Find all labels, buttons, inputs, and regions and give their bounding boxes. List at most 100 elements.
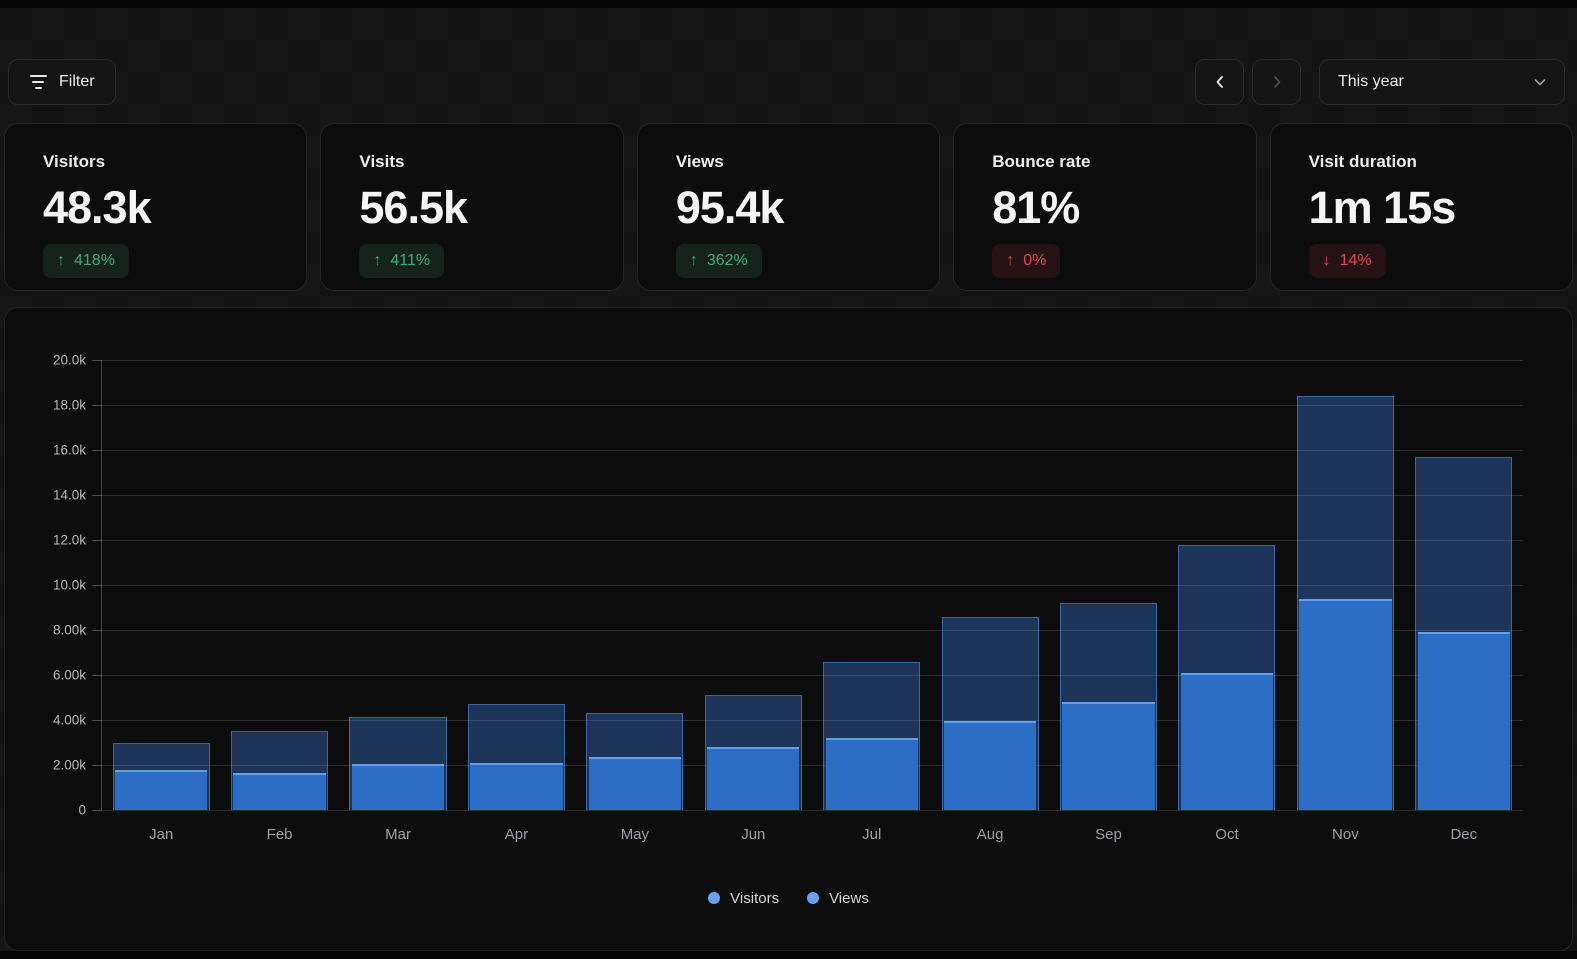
y-axis-label: 2.00k (52, 757, 86, 773)
bar-group-aug[interactable]: Aug (931, 360, 1049, 843)
stat-change-value: 418% (74, 252, 115, 270)
gridline (102, 540, 1523, 541)
bar-group-jul[interactable]: Jul (813, 360, 931, 843)
stat-change-badge: ↑ 0% (992, 244, 1061, 279)
y-axis-label: 14.0k (52, 487, 86, 503)
legend-dot-icon (708, 892, 721, 904)
stat-value: 1m 15s (1308, 182, 1457, 233)
chevron-down-icon (1534, 79, 1546, 86)
axis-tick (92, 540, 102, 541)
stat-value: 56.5k (359, 182, 468, 233)
stat-value: 95.4k (675, 182, 785, 233)
stat-change-value: 0% (1023, 252, 1047, 270)
axis-tick (92, 585, 102, 586)
period-dropdown-value: This year (1338, 73, 1404, 90)
y-axis-label: 12.0k (52, 532, 86, 548)
chevron-right-icon (1273, 76, 1280, 88)
axis-tick (92, 810, 102, 811)
y-axis-label: 8.00k (52, 622, 86, 638)
next-period-button[interactable] (1252, 59, 1301, 105)
filter-button-label: Filter (59, 73, 95, 90)
visitors-bar[interactable] (825, 738, 918, 810)
filter-button[interactable]: Filter (8, 59, 116, 105)
legend-label: Visitors (730, 889, 780, 907)
x-axis-label: Oct (1215, 826, 1239, 843)
trend-arrow-icon: ↑ (1006, 252, 1015, 270)
stat-label: Visits (359, 152, 405, 171)
y-axis-label: 16.0k (52, 442, 86, 458)
period-dropdown[interactable]: This year (1319, 59, 1565, 105)
gridline (102, 405, 1523, 406)
bar-group-oct[interactable]: Oct (1168, 360, 1286, 843)
visitors-bar[interactable] (707, 747, 800, 810)
x-axis-label: Jul (862, 826, 882, 843)
stat-change-value: 411% (390, 252, 431, 270)
stat-change-badge: ↑ 411% (359, 244, 445, 279)
stat-card: Views 95.4k ↑ 362% (636, 123, 941, 291)
legend-label: Views (829, 889, 869, 907)
y-axis-label: 20.0k (52, 352, 86, 368)
stat-change-value: 14% (1339, 252, 1372, 270)
visitors-bar[interactable] (115, 769, 208, 810)
visitors-bar[interactable] (1180, 672, 1274, 810)
previous-period-button[interactable] (1195, 59, 1244, 105)
stat-card: Visits 56.5k ↑ 411% (320, 123, 624, 291)
stat-label: Bounce rate (992, 152, 1091, 171)
axis-tick (92, 765, 102, 766)
gridline (102, 675, 1523, 676)
visitors-bar[interactable] (233, 772, 326, 810)
stat-label: Visitors (43, 152, 106, 171)
trend-arrow-icon: ↑ (57, 252, 65, 270)
trend-arrow-icon: ↑ (689, 252, 698, 270)
gridline (102, 720, 1523, 721)
axis-tick (92, 630, 102, 631)
gridline (102, 360, 1523, 361)
axis-tick (92, 450, 102, 451)
x-axis-label: Feb (266, 826, 293, 843)
stat-value: 48.3k (43, 182, 152, 233)
x-axis-label: May (620, 826, 650, 843)
x-axis-label: Aug (976, 826, 1004, 843)
x-axis-label: Mar (385, 826, 411, 843)
stat-card: Visitors 48.3k ↑ 418% (4, 123, 308, 291)
chart-panel: 20.0k 18.0k 16.0k 14.0k 12.0k 10.0k 8.00k 6.00k… (4, 307, 1573, 951)
legend-item-visitors[interactable]: Visitors (708, 890, 779, 907)
bar-group-mar[interactable]: Mar (339, 360, 457, 843)
bar-group-nov[interactable]: Nov (1286, 360, 1404, 843)
visitors-bar[interactable] (1299, 598, 1392, 810)
period-navigation: This year (1195, 59, 1565, 105)
visitors-bar[interactable] (943, 721, 1037, 810)
visitors-bar[interactable] (1417, 632, 1510, 810)
y-axis-label: 4.00k (52, 712, 86, 728)
bar-group-may[interactable]: May (576, 360, 694, 843)
stat-change-value: 362% (706, 252, 748, 270)
y-axis-label: 10.0k (52, 577, 86, 593)
visitors-bar[interactable] (588, 757, 682, 810)
visitors-bar[interactable] (351, 763, 445, 810)
bar-group-dec[interactable]: Dec (1405, 360, 1523, 843)
x-axis-label: Apr (504, 826, 529, 843)
trend-arrow-icon: ↓ (1322, 252, 1331, 270)
stat-change-badge: ↓ 14% (1308, 244, 1386, 279)
visitors-bar[interactable] (470, 762, 563, 810)
legend-item-views[interactable]: Views (807, 890, 869, 907)
gridline (102, 765, 1523, 766)
stat-card: Visit duration 1m 15s ↓ 14% (1269, 123, 1574, 291)
y-axis-label: 18.0k (52, 397, 86, 413)
x-axis-label: Sep (1095, 826, 1122, 843)
bar-chart-plot: 20.0k 18.0k 16.0k 14.0k 12.0k 10.0k 8.00k 6.00k… (53, 353, 1523, 843)
bar-group-jun[interactable]: Jun (694, 360, 812, 843)
stat-value: 81% (992, 182, 1080, 233)
gridline (102, 495, 1523, 496)
visitors-bar[interactable] (1062, 702, 1155, 810)
x-axis-label: Nov (1332, 826, 1359, 843)
legend-dot-icon (807, 892, 820, 904)
bar-group-sep[interactable]: Sep (1049, 360, 1167, 843)
bar-group-apr[interactable]: Apr (457, 360, 575, 843)
stat-card: Bounce rate 81% ↑ 0% (953, 123, 1257, 291)
gridline (102, 630, 1523, 631)
bar-group-feb[interactable]: Feb (220, 360, 338, 843)
stat-change-badge: ↑ 418% (43, 244, 129, 279)
bar-group-jan[interactable]: Jan (102, 360, 220, 843)
